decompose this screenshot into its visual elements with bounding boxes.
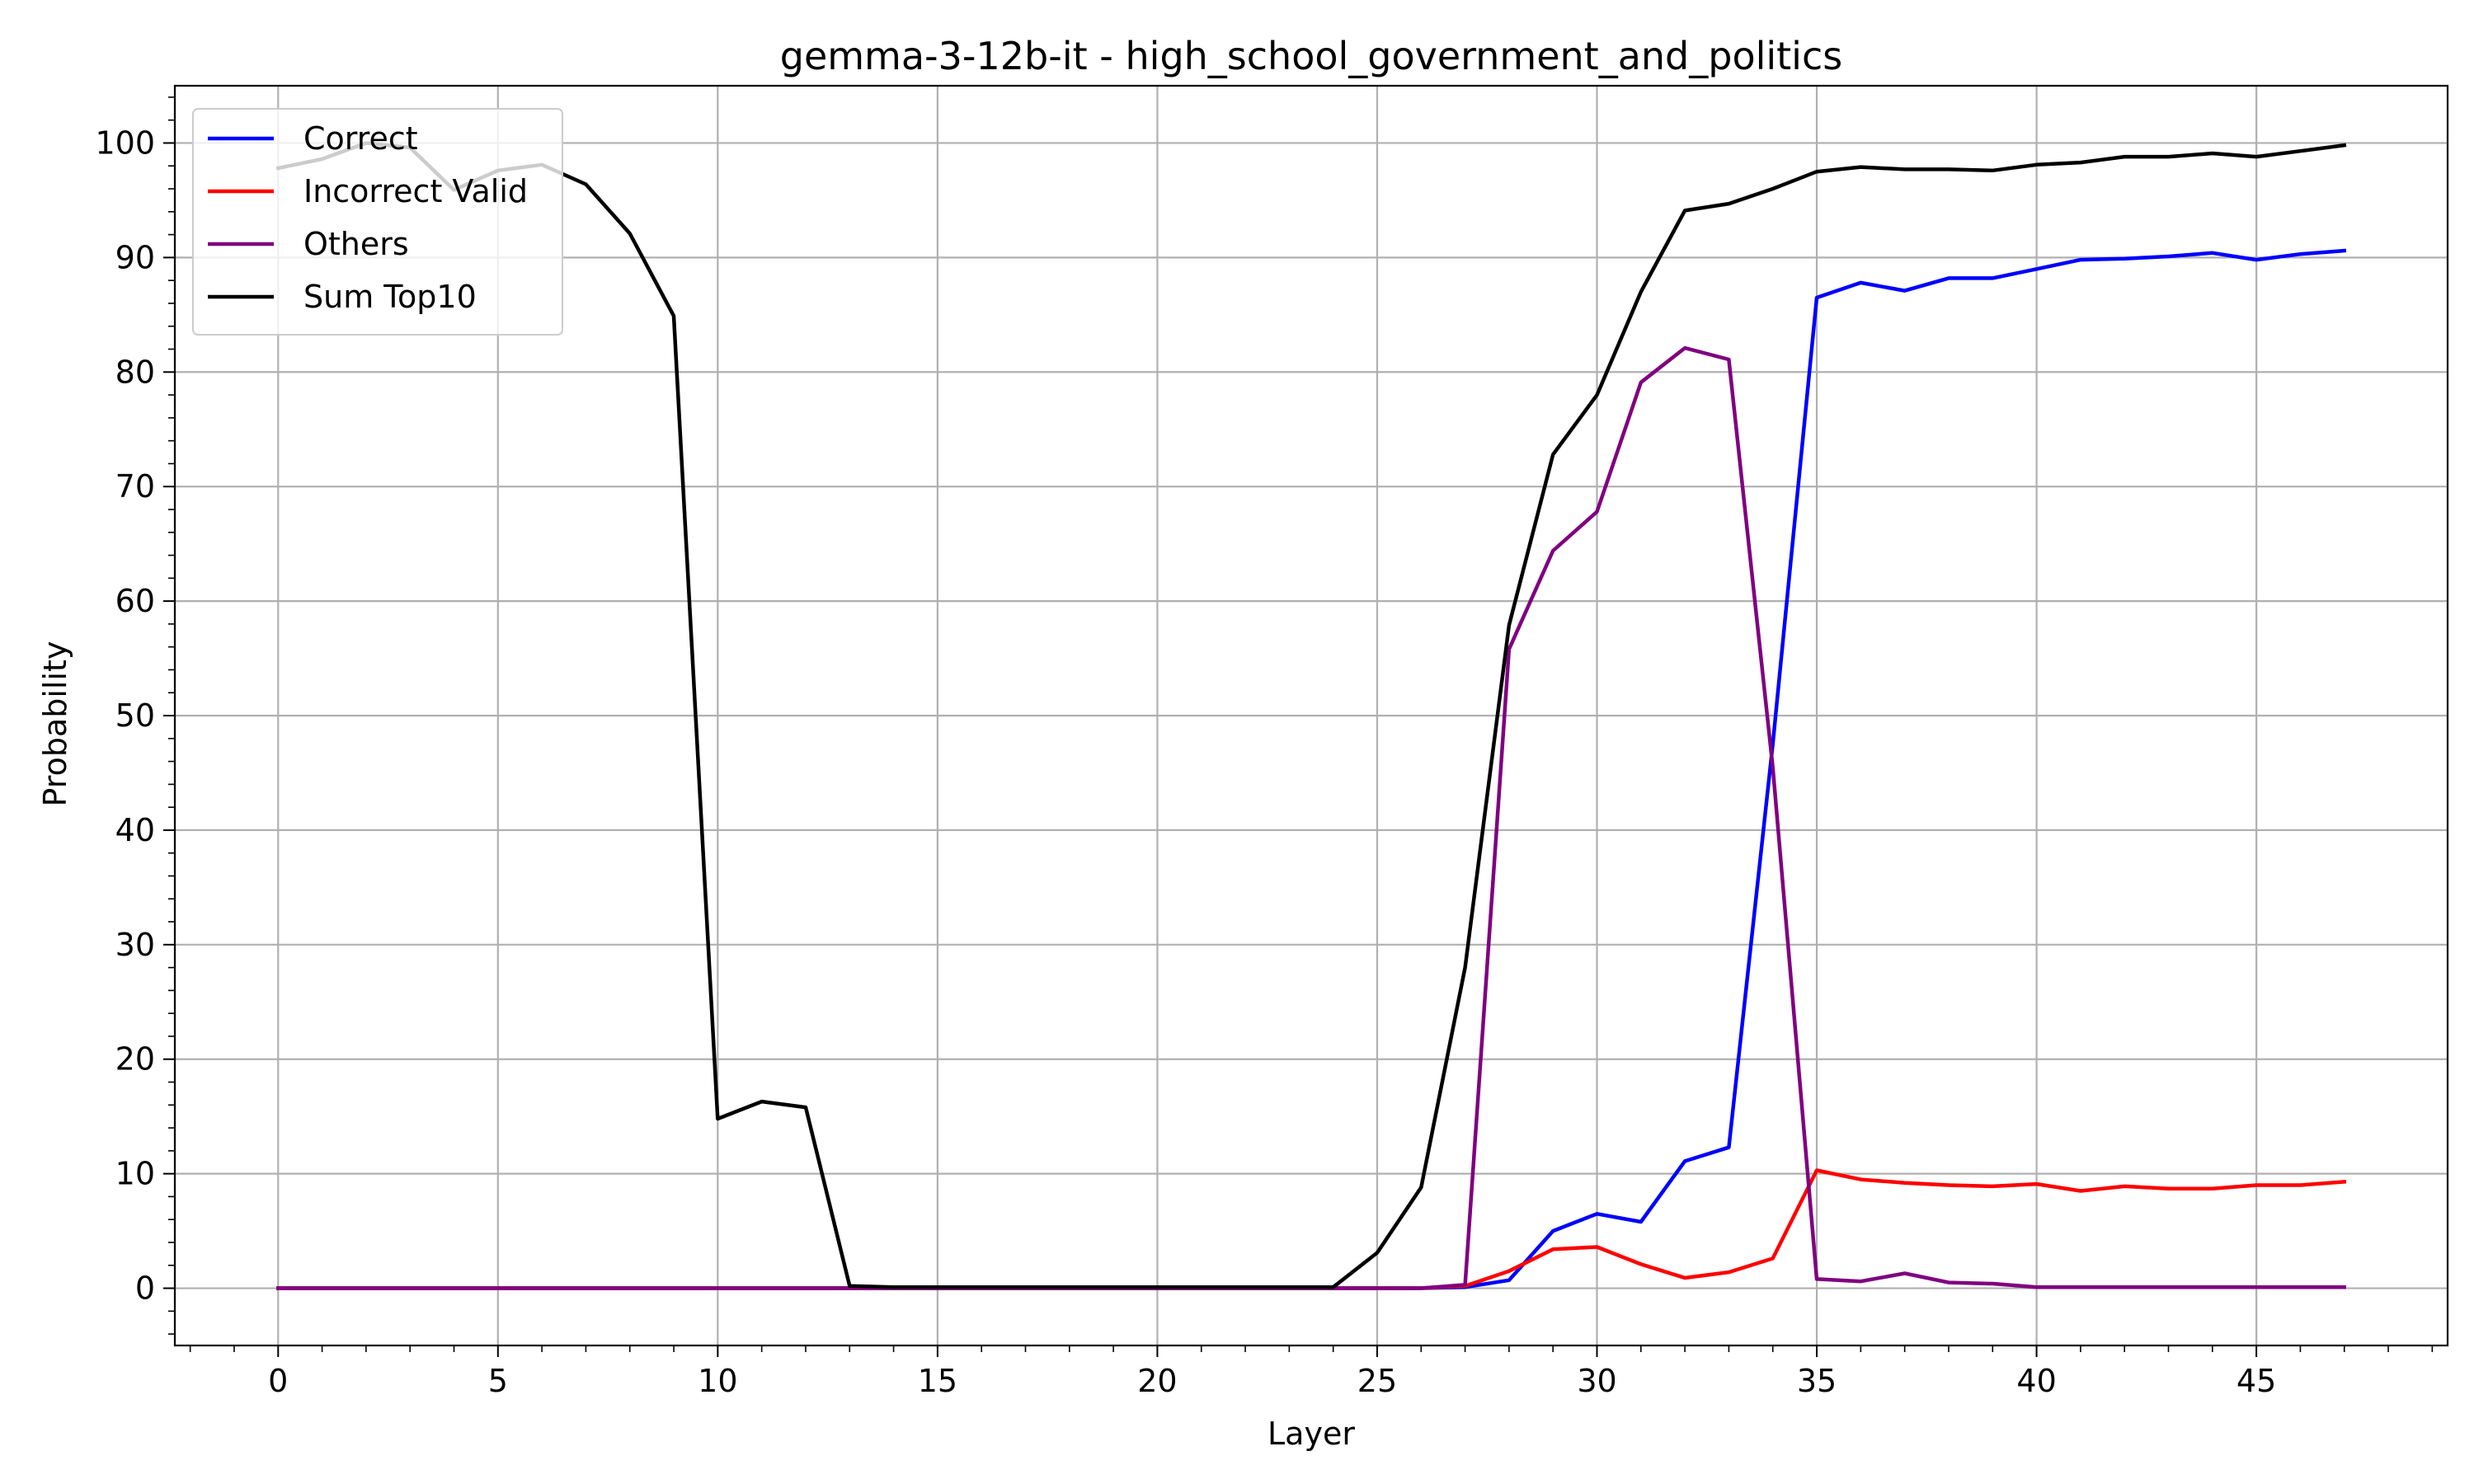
x-axis-label: Layer <box>1268 1416 1355 1452</box>
y-tick-label: 60 <box>115 583 155 619</box>
y-tick-label: 0 <box>135 1270 155 1307</box>
y-tick-label: 90 <box>115 239 155 275</box>
x-tick-label: 15 <box>918 1363 957 1399</box>
series-lines <box>275 141 2347 1290</box>
legend-label: Others <box>303 226 409 262</box>
x-tick-label: 5 <box>488 1363 508 1399</box>
y-tick-label: 70 <box>115 468 155 505</box>
legend-label: Incorrect Valid <box>303 173 528 209</box>
legend-label: Correct <box>303 120 418 157</box>
series-line-sum-top10 <box>275 141 2347 1289</box>
y-tick-label: 40 <box>115 812 155 848</box>
x-tick-label: 45 <box>2236 1363 2276 1399</box>
x-tick-label: 20 <box>1137 1363 1177 1399</box>
y-tick-label: 30 <box>115 927 155 963</box>
x-tick-label: 25 <box>1357 1363 1397 1399</box>
y-tick-label: 20 <box>115 1041 155 1078</box>
x-tick-label: 40 <box>2016 1363 2056 1399</box>
chart-title: gemma-3-12b-it - high_school_government_… <box>780 34 1842 78</box>
x-tick-label: 0 <box>268 1363 288 1399</box>
y-tick-label: 50 <box>115 697 155 734</box>
x-tick-label: 10 <box>698 1363 737 1399</box>
y-tick-label: 80 <box>115 354 155 390</box>
x-tick-label: 30 <box>1577 1363 1616 1399</box>
legend-label: Sum Top10 <box>303 279 477 315</box>
x-tick-label: 35 <box>1797 1363 1837 1399</box>
y-tick-label: 10 <box>115 1156 155 1192</box>
axis-ticks: 0 5 10 15 20 25 30 35 40 45 0 10 20 30 40 50 60 70 80 90 100 <box>95 96 2434 1399</box>
legend-box <box>192 108 563 336</box>
y-axis-label: Probability <box>37 641 73 807</box>
legend: Correct Incorrect Valid Others Sum Top10 <box>192 108 563 336</box>
y-tick-label: 100 <box>95 124 155 161</box>
